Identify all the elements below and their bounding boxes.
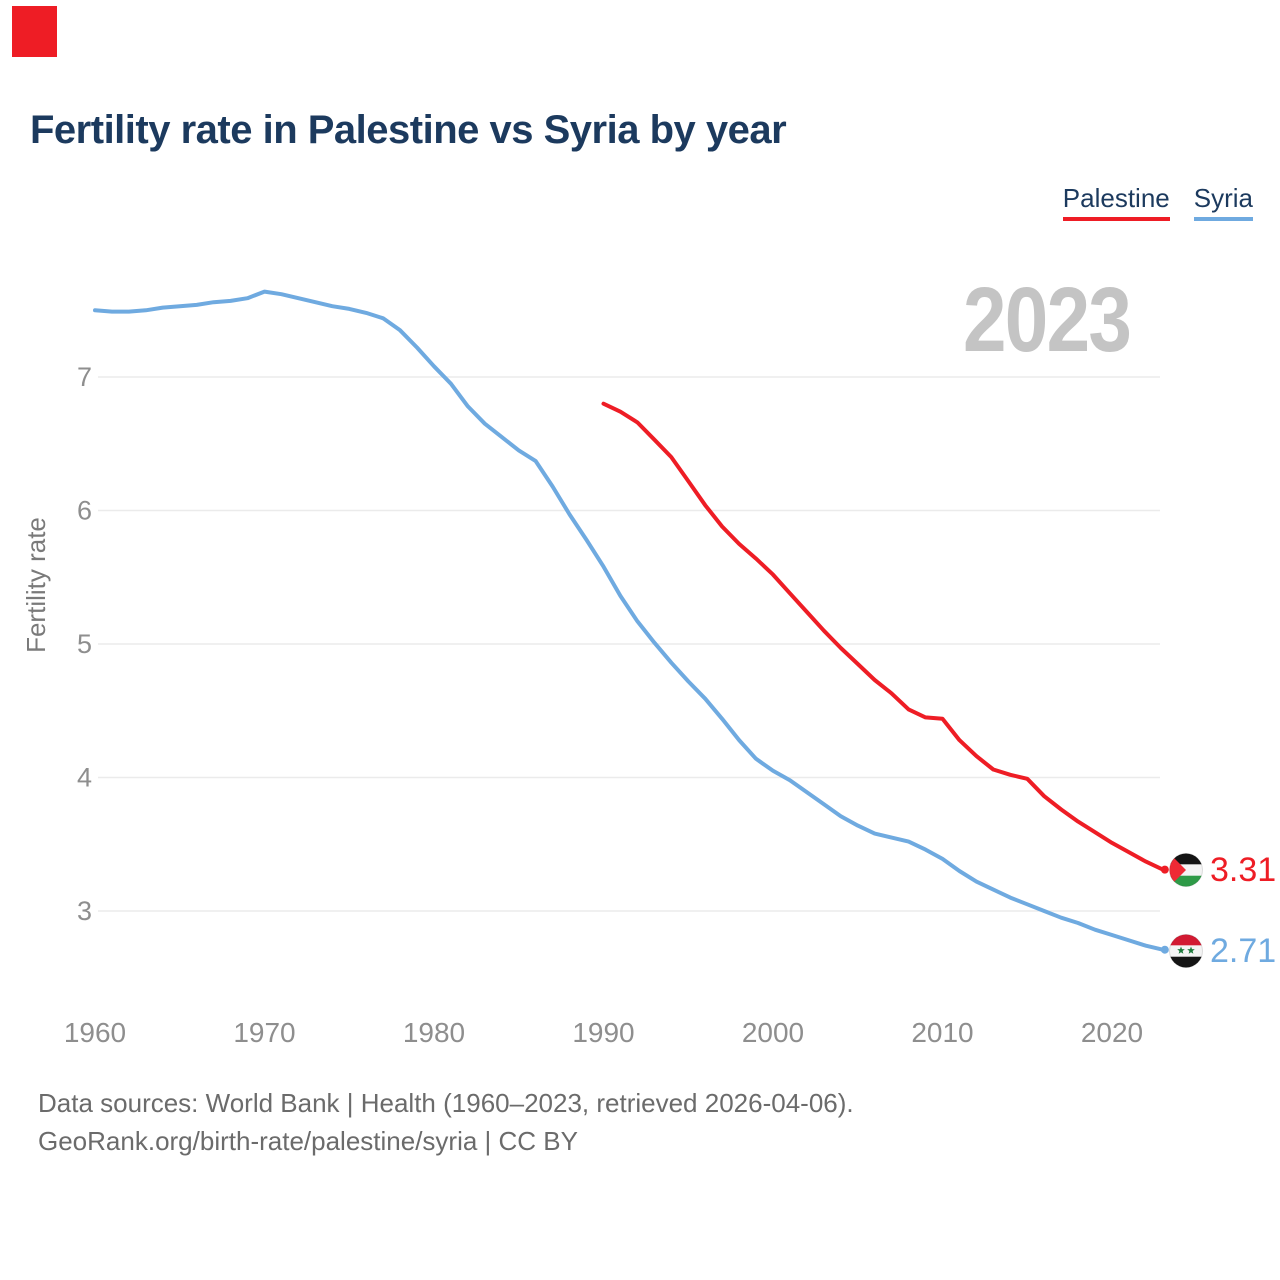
x-tick-label-2000: 2000	[742, 1017, 804, 1048]
y-tick-label-4: 4	[77, 763, 92, 793]
x-tick-label-1990: 1990	[572, 1017, 634, 1048]
x-tick-label-1970: 1970	[233, 1017, 295, 1048]
page-title: Fertility rate in Palestine vs Syria by …	[30, 108, 787, 152]
y-tick-label-7: 7	[77, 362, 92, 392]
y-axis-title: Fertility rate	[21, 517, 51, 653]
footer: Data sources: World Bank | Health (1960–…	[38, 1084, 854, 1160]
x-tick-label-1960: 1960	[64, 1017, 126, 1048]
legend: Palestine Syria	[1062, 183, 1253, 222]
series-line-palestine[interactable]	[601, 401, 1165, 872]
series-endpoint-syria	[1160, 945, 1169, 954]
syria-end-value: 2.71	[1210, 932, 1277, 970]
y-tick-label-5: 5	[77, 629, 92, 659]
y-tick-label-3: 3	[77, 896, 92, 926]
legend-label-syria: Syria	[1193, 183, 1253, 213]
footer-source-line: Data sources: World Bank | Health (1960–…	[38, 1088, 854, 1118]
x-tick-label-1980: 1980	[403, 1017, 465, 1048]
palestine-end-value: 3.31	[1210, 851, 1277, 889]
series-line-syria[interactable]	[93, 289, 1165, 952]
x-tick-label-2010: 2010	[911, 1017, 973, 1048]
year-watermark: 2023	[963, 269, 1132, 371]
y-tick-label-6: 6	[77, 496, 92, 526]
palestine-end-label: 3.31	[1169, 853, 1276, 887]
brand-logo	[12, 6, 57, 57]
legend-item-palestine[interactable]: Palestine	[1062, 183, 1170, 222]
legend-item-syria[interactable]: Syria	[1193, 183, 1253, 222]
footer-link-line[interactable]: GeoRank.org/birth-rate/palestine/syria |…	[38, 1126, 578, 1156]
palestine-flag-icon	[1169, 853, 1203, 887]
x-tick-label-2020: 2020	[1081, 1017, 1143, 1048]
syria-end-label: 2.71	[1169, 934, 1276, 968]
syria-flag-icon	[1169, 934, 1203, 968]
legend-label-palestine: Palestine	[1062, 183, 1170, 213]
series-endpoint-palestine	[1160, 865, 1169, 874]
